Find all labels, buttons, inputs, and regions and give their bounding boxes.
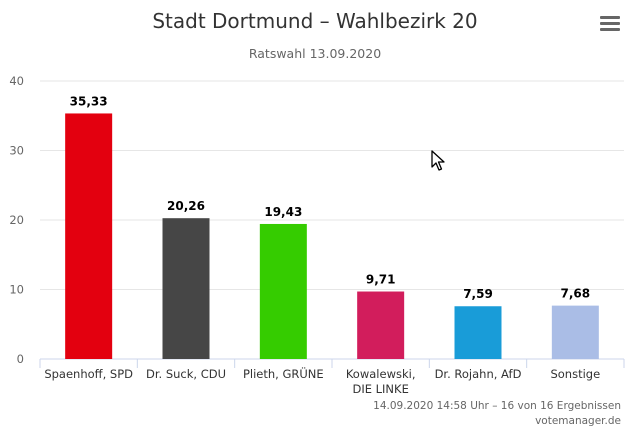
y-tick-label: 30 <box>9 144 24 158</box>
data-label: 35,33 <box>70 94 108 108</box>
bar <box>357 291 405 359</box>
x-tick-label: Sonstige <box>550 367 600 381</box>
data-label: 7,68 <box>561 287 591 301</box>
bar <box>65 113 113 359</box>
x-tick-label: Dr. Suck, CDU <box>146 367 226 381</box>
y-tick-label: 40 <box>9 74 24 88</box>
chart-title: Stadt Dortmund – Wahlbezirk 20 <box>152 9 478 33</box>
y-tick-label: 0 <box>17 352 24 366</box>
x-tick-label: Kowalewski, <box>346 367 416 381</box>
chart-subtitle: Ratswahl 13.09.2020 <box>248 46 382 61</box>
x-tick-label: Spaenhoff, SPD <box>44 367 133 381</box>
data-label: 20,26 <box>167 199 205 213</box>
bar <box>259 223 307 359</box>
data-label: 7,59 <box>463 287 493 301</box>
hamburger-menu-icon[interactable] <box>598 16 622 36</box>
data-label: 9,71 <box>366 273 396 287</box>
results-status-text: 14.09.2020 14:58 Uhr – 16 von 16 Ergebni… <box>373 400 621 412</box>
source-credit-link[interactable]: votemanager.de <box>535 415 621 427</box>
x-tick-label: DIE LINKE <box>352 382 408 396</box>
y-tick-label: 20 <box>9 213 24 227</box>
x-tick-label: Dr. Rojahn, AfD <box>435 367 522 381</box>
y-tick-label: 10 <box>9 283 24 297</box>
x-tick-label: Plieth, GRÜNE <box>243 365 324 381</box>
bar <box>454 306 502 359</box>
data-label: 19,43 <box>264 205 302 219</box>
mouse-cursor-icon <box>431 150 445 171</box>
bar <box>551 305 599 359</box>
bar <box>162 218 210 359</box>
